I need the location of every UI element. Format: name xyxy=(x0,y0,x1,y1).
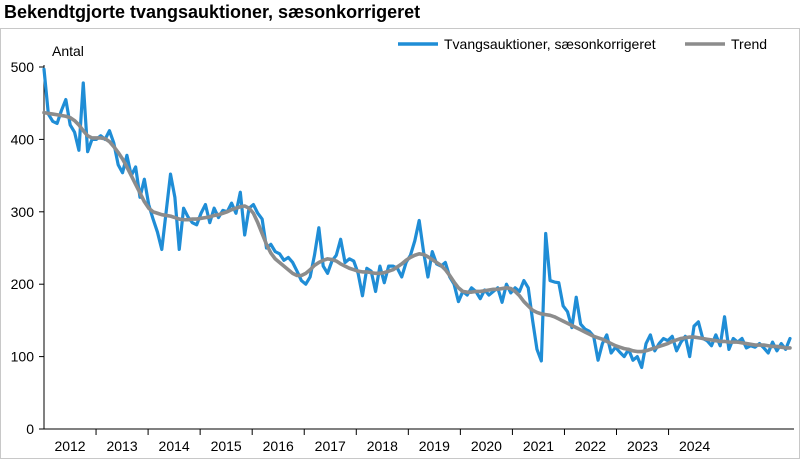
series-line-tvangsauktioner xyxy=(42,67,792,370)
y-tick-label: 200 xyxy=(11,276,35,292)
y-tick-label: 300 xyxy=(11,204,35,220)
x-tick-label: 2017 xyxy=(315,438,346,454)
x-tick-label: 2016 xyxy=(263,438,294,454)
plot-frame xyxy=(0,28,800,459)
x-tick-label: 2021 xyxy=(523,438,554,454)
x-tick-label: 2013 xyxy=(106,438,137,454)
legend: Tvangsauktioner, sæsonkorrigeret Trend xyxy=(398,36,767,52)
x-axis: 2012 2013 2014 2015 2016 2017 2018 2019 2020 2021… xyxy=(44,428,794,454)
y-axis: 0 100 200 300 400 500 xyxy=(11,59,45,437)
series-lines xyxy=(42,67,792,370)
legend-label: Trend xyxy=(731,36,767,52)
y-tick-label: 0 xyxy=(26,421,34,437)
x-tick-label: 2023 xyxy=(627,438,658,454)
x-tick-label: 2015 xyxy=(211,438,242,454)
y-tick-label: 100 xyxy=(11,349,35,365)
series-line-trend xyxy=(42,110,792,354)
x-tick-label: 2020 xyxy=(471,438,502,454)
chart-title: Bekendtgjorte tvangsauktioner, sæsonkorr… xyxy=(4,2,421,22)
y-axis-label: Antal xyxy=(52,43,84,59)
x-tick-label: 2012 xyxy=(54,438,85,454)
x-tick-label: 2019 xyxy=(419,438,450,454)
x-tick-label: 2014 xyxy=(159,438,190,454)
x-tick-label: 2022 xyxy=(575,438,606,454)
legend-label: Tvangsauktioner, sæsonkorrigeret xyxy=(444,36,656,52)
y-tick-label: 400 xyxy=(11,131,35,147)
y-tick-label: 500 xyxy=(11,59,35,75)
x-tick-label: 2018 xyxy=(367,438,398,454)
x-tick-label: 2024 xyxy=(679,438,710,454)
